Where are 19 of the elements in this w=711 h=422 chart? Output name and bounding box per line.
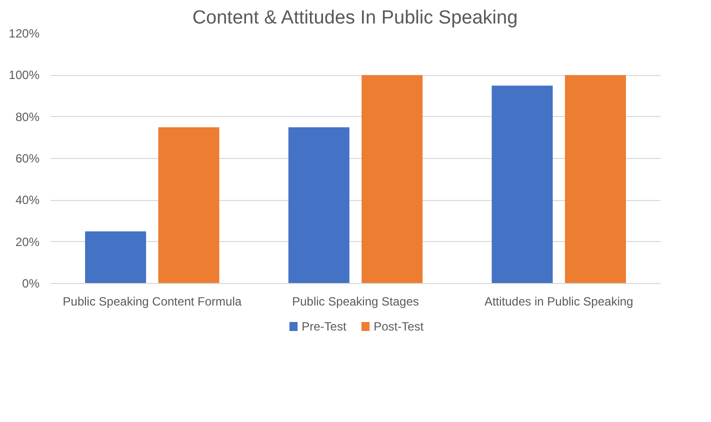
bar: [362, 75, 423, 284]
y-tick-label: 120%: [8, 26, 40, 40]
y-tick-label: 40%: [15, 193, 40, 208]
x-tick-label: Public Speaking Stages: [292, 294, 419, 308]
legend-label: Post-Test: [374, 320, 424, 334]
bar: [288, 127, 350, 284]
x-tick-label: Attitudes in Public Speaking: [484, 294, 634, 308]
bar: [158, 127, 220, 284]
y-tick-label: 20%: [15, 234, 40, 249]
y-tick-label: 0%: [22, 276, 40, 290]
y-tick-label: 100%: [8, 68, 40, 82]
bar: [85, 231, 146, 284]
bar: [492, 86, 553, 284]
x-tick-label: Public Speaking Content Formula: [62, 294, 242, 308]
y-tick-label: 80%: [15, 110, 40, 124]
bar: [564, 75, 626, 284]
legend-label: Pre-Test: [302, 320, 347, 334]
chart-title: Content & Attitudes In Public Speaking: [192, 8, 518, 28]
y-tick-label: 60%: [15, 152, 40, 166]
